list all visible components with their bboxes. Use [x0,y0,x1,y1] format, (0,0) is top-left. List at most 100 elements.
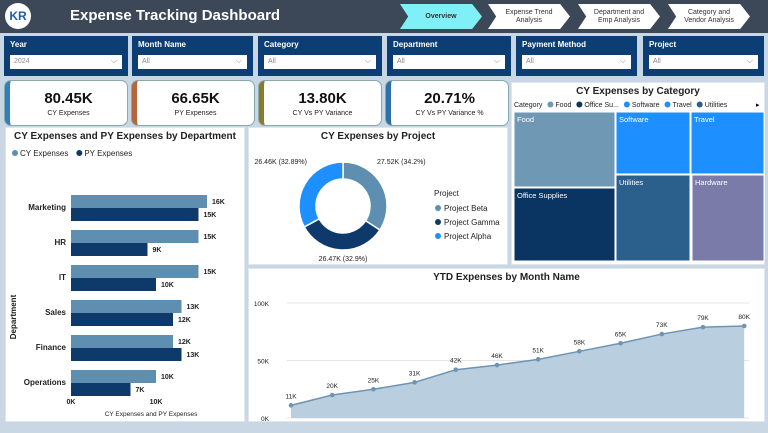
legend-label: Travel [673,102,693,109]
kpi-label: PY Expenses [174,110,217,117]
x-tick: 10K [150,399,163,406]
legend-label: PY Expenses [84,149,132,158]
data-label: 80K [738,314,750,321]
bar [71,243,148,256]
filter-label: Payment Method [522,40,587,49]
data-label: 46K [491,353,503,360]
kpi-card: 80.45K CY Expenses [5,81,127,125]
data-point [741,323,747,329]
chevron-down-icon: ⌵ [493,56,500,65]
filter-dropdown[interactable]: All ⌵ [522,55,631,69]
bar [71,348,182,361]
tile-label: Food [517,115,534,124]
bar [71,300,182,313]
legend-label: Food [555,102,571,109]
kpi-label: CY Vs PY Variance % [415,110,484,117]
filter-value: All [268,58,276,65]
data-label: 20K [326,383,338,390]
tile-label: Hardware [695,178,728,187]
data-label: 31K [409,370,421,377]
filter-label: Year [10,40,27,49]
data-label: 15K [204,234,217,241]
bar [71,383,131,396]
data-label: 26.46K (32.89%) [254,159,307,166]
area-chart-svg: 0K50K100K11KJan20KFeb25KMar31KApr42KMay4… [254,301,751,431]
logo: KR [5,3,31,29]
data-label: 73K [656,322,668,329]
bar [71,313,173,326]
bar [71,208,199,221]
legend-marker [435,219,441,225]
treemap-tile[interactable] [615,111,691,175]
chevron-down-icon: ⌵ [235,56,242,65]
data-point [412,380,417,385]
category-label: Marketing [28,203,66,212]
filter-category: Category All ⌵ [258,36,382,76]
kpi-value: 13.80K [298,90,347,107]
legend-title: Project [434,189,460,198]
data-label: 9K [153,247,162,254]
data-point [288,403,294,408]
tile-label: Software [619,115,649,124]
filter-dropdown[interactable]: All ⌵ [393,55,505,69]
chevron-down-icon: ⌵ [110,56,117,65]
legend-marker [623,101,630,108]
category-label: HR [54,238,66,247]
filter-label: Month Name [138,40,186,49]
nav-tab[interactable]: Category and Vendor Analysis [668,4,750,29]
bar [71,335,173,348]
legend-label: Project Gamma [444,218,500,227]
filter-value: All [526,58,534,65]
data-point [453,367,459,372]
legend-marker [76,150,83,156]
filter-value: All [142,58,150,65]
filter-dropdown[interactable]: 2024 ⌵ [10,55,122,69]
department-bar-chart: CY Expenses and PY Expenses by Departmen… [5,127,245,422]
data-label: 15K [204,269,217,276]
treemap-tile[interactable] [513,111,616,188]
legend-scroll-icon[interactable]: ▸ [756,102,760,109]
data-label: 79K [697,315,709,322]
kpi-label: CY Expenses [47,110,90,117]
filter-month-name: Month Name All ⌵ [132,36,253,76]
data-point [371,386,376,392]
chevron-down-icon: ⌵ [746,56,753,65]
treemap-svg: Category Food Office Su... Software Travel Ut… [513,101,765,262]
treemap-tile[interactable] [690,111,765,175]
donut-chart-svg: Project Beta Project Gamma Project Alpha Pr… [254,159,500,263]
legend-title: Category [514,102,543,109]
data-label: 11K [285,393,297,400]
treemap-tile[interactable] [513,187,616,262]
donut-slice [303,217,381,251]
category-treemap: CY Expenses by Category Category Food Offi… [511,82,765,265]
legend-marker [696,101,703,108]
tile-label: Travel [694,115,715,124]
filter-payment-method: Payment Method All ⌵ [516,36,637,76]
data-label: 7K [136,387,145,394]
bar [71,278,156,291]
legend-label: Office Su... [584,102,619,109]
legend-label: Software [632,102,660,109]
filter-dropdown[interactable]: All ⌵ [649,55,758,69]
data-label: 42K [450,358,462,365]
nav-tab[interactable]: Overview [400,4,482,29]
data-label: 16K [212,199,225,206]
data-label: 27.52K (34.2%) [377,159,426,166]
bar-chart-svg: CY Expenses PY Expenses Marketing 16K 15K HR 1… [9,149,225,418]
legend-label: Project Beta [444,204,488,213]
area-fill [291,326,745,418]
nav-tab[interactable]: Expense Trend Analysis [488,4,570,29]
filter-dropdown[interactable]: All ⌵ [264,55,376,69]
chart-title: CY Expenses by Project [320,131,436,142]
filter-value: All [397,58,405,65]
y-tick: 50K [257,359,269,366]
legend-marker [12,150,18,156]
category-label: Finance [36,343,67,352]
treemap-tile[interactable] [691,174,765,262]
kpi-value: 80.45K [44,90,93,107]
series-line [290,325,745,407]
treemap-tile[interactable] [615,174,691,262]
filter-dropdown[interactable]: All ⌵ [138,55,247,69]
filter-label: Project [649,40,677,49]
nav-tab[interactable]: Department and Emp Analysis [578,4,660,29]
